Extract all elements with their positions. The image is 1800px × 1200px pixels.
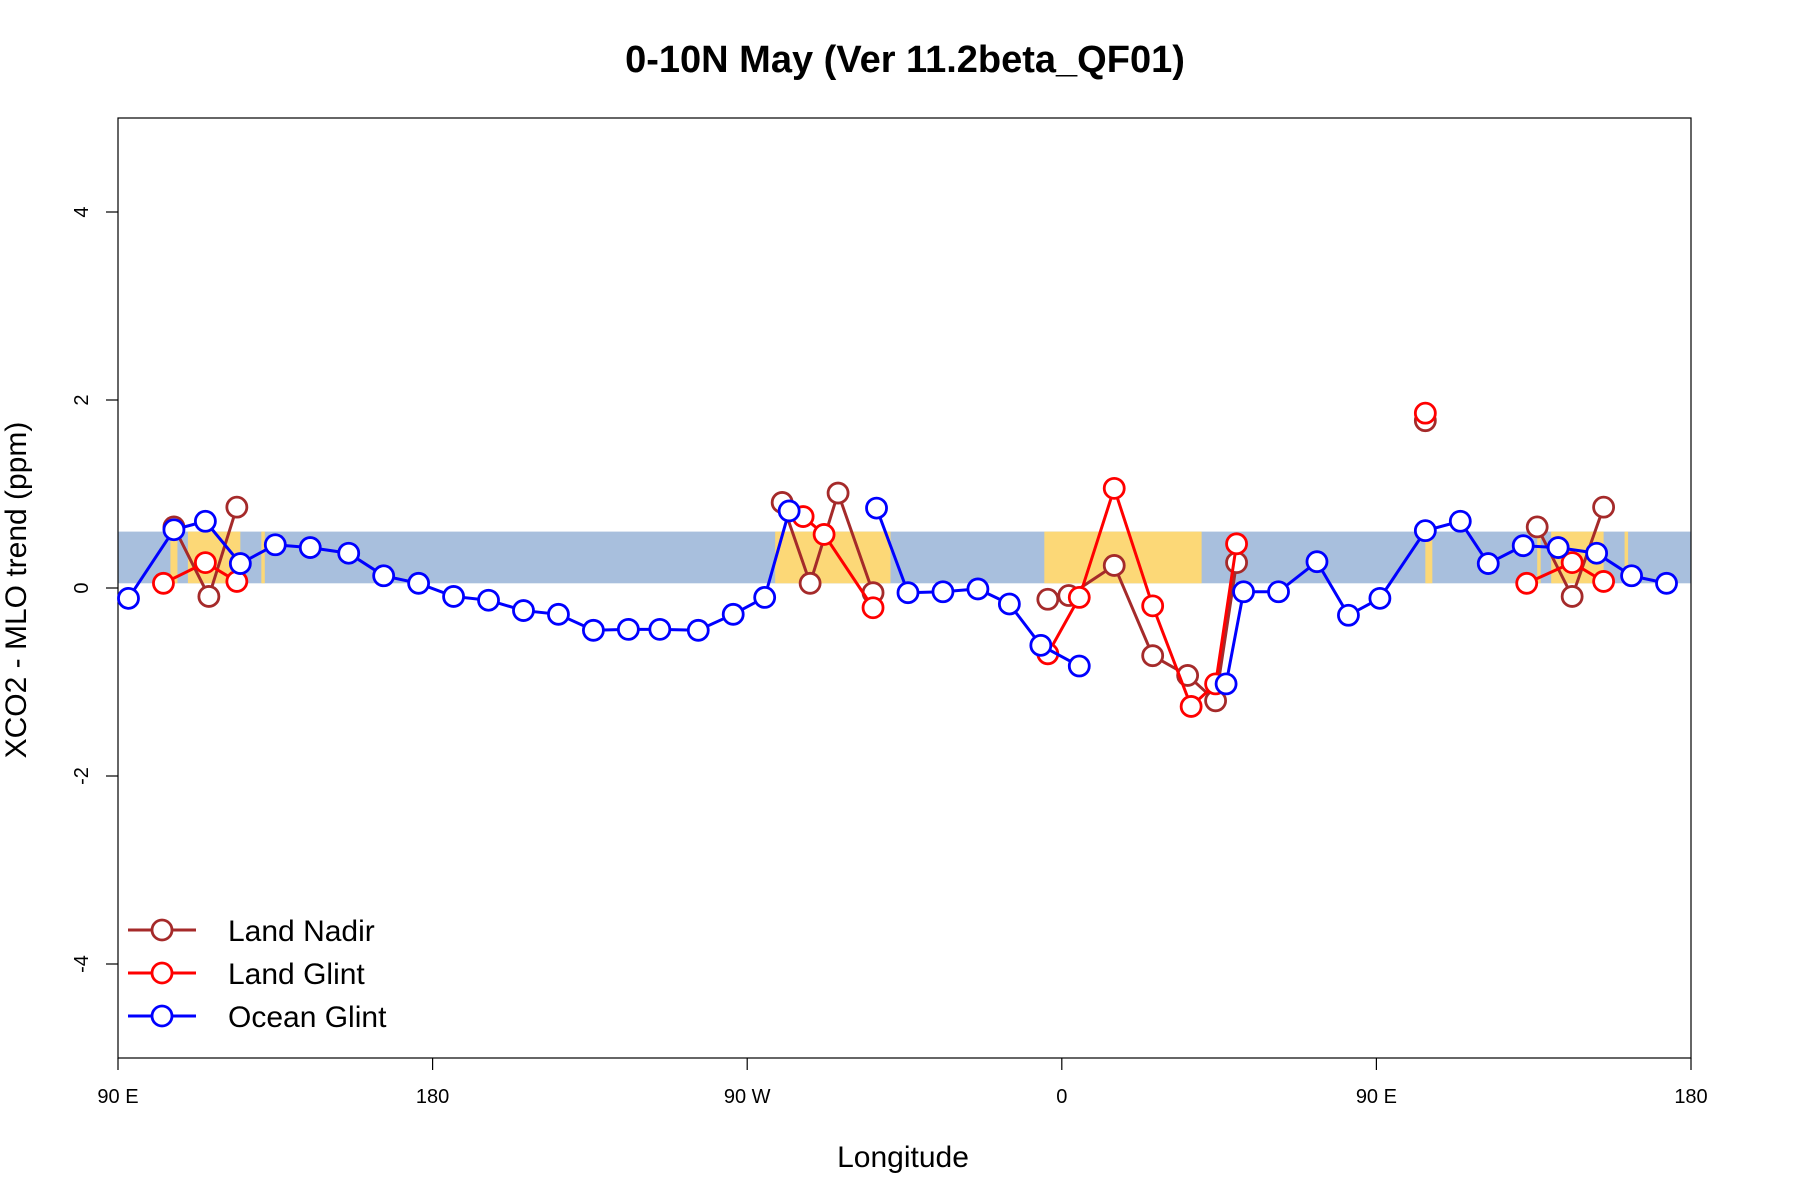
ocean-glint-point — [1267, 580, 1290, 604]
land-nadir-point — [1036, 587, 1060, 611]
x-tick-label: 90 E — [1356, 1086, 1397, 1108]
ocean-glint-point — [117, 586, 140, 610]
land-nadir-point — [826, 481, 850, 505]
ocean-glint-point — [1029, 633, 1053, 657]
legend-marker-land-glint — [150, 961, 174, 985]
land-nadir-point — [1560, 585, 1584, 608]
ocean-glint-point — [753, 586, 777, 609]
ocean-glint-point — [263, 533, 287, 557]
land-glint-point — [1413, 401, 1437, 425]
ocean-glint-point — [777, 499, 801, 523]
land-glint-point — [193, 551, 217, 575]
x-axis-label: Longitude — [837, 1141, 969, 1174]
land-block — [170, 531, 178, 584]
ocean-glint-point — [997, 592, 1021, 616]
y-axis-label: XCO2 - MLO trend (ppm) — [0, 422, 33, 759]
ocean-glint-point — [1620, 564, 1643, 588]
legend-marker-ocean-glint — [150, 1004, 174, 1028]
ocean-glint-point — [1214, 672, 1238, 696]
land-glint-point — [1560, 551, 1584, 575]
legend-label-land-nadir: Land Nadir — [228, 915, 375, 948]
land-glint-point — [1515, 571, 1539, 595]
ocean-glint-point — [1476, 552, 1500, 575]
land-block — [261, 531, 265, 584]
land-nadir-point — [798, 571, 822, 595]
legend-label-ocean-glint: Ocean Glint — [228, 1001, 387, 1034]
ocean-glint-point — [1413, 519, 1437, 543]
ocean-glint-point — [865, 496, 888, 520]
land-nadir-point — [1525, 515, 1549, 539]
y-tick-label: -4 — [71, 955, 93, 973]
land-glint-point — [152, 571, 175, 595]
ocean-glint-point — [372, 564, 396, 588]
ocean-glint-point — [162, 518, 186, 542]
land-glint-point — [1102, 476, 1126, 500]
land-nadir-point — [225, 495, 249, 519]
y-tick-label: -2 — [71, 767, 93, 785]
land-glint-point — [225, 570, 249, 593]
x-tick-label: 90 W — [724, 1086, 771, 1108]
y-tick-label: 2 — [71, 394, 93, 405]
ocean-glint-point — [1232, 580, 1255, 604]
land-nadir-point — [1225, 551, 1248, 575]
land-glint-point — [1592, 570, 1616, 593]
ocean-glint-point — [1305, 550, 1329, 574]
x-tick-label: 180 — [416, 1086, 449, 1108]
series-ocean-glint — [117, 496, 1678, 696]
ocean-glint-point — [931, 580, 955, 604]
land-nadir-point — [197, 585, 221, 608]
ocean-glint-point — [1546, 536, 1570, 559]
land-block — [1425, 531, 1433, 584]
x-tick-label: 0 — [1056, 1086, 1067, 1108]
ocean-glint-point — [193, 509, 217, 533]
land-block — [1624, 531, 1629, 584]
land-nadir-point — [1592, 495, 1616, 519]
ocean-glint-point — [721, 602, 745, 626]
ocean-glint-point — [1448, 509, 1472, 533]
land-glint-point — [1225, 532, 1248, 556]
ocean-glint-point — [1511, 534, 1535, 558]
y-tick-label: 0 — [71, 582, 93, 593]
x-tick-label: 90 E — [97, 1086, 138, 1108]
land-glint-point — [1141, 594, 1165, 618]
ocean-glint-point — [966, 577, 990, 601]
ocean-glint-point — [581, 618, 605, 642]
land-glint-point — [1179, 695, 1203, 718]
land-glint-point — [812, 523, 836, 546]
ocean-glint-point — [547, 602, 570, 626]
ocean-glint-point — [407, 571, 431, 595]
ocean-glint-point — [1655, 571, 1678, 595]
ocean-glint-point — [442, 585, 465, 608]
legend: Land Nadir Land Glint Ocean Glint — [128, 915, 387, 1034]
land-glint-point — [1067, 586, 1091, 609]
x-tick-label: 180 — [1674, 1086, 1707, 1108]
ocean-glint-point — [337, 541, 361, 565]
y-tick-label: 4 — [71, 206, 93, 217]
ocean-glint-point — [648, 617, 672, 641]
ocean-glint-point — [1067, 654, 1091, 678]
ocean-glint-point — [896, 581, 920, 605]
land-nadir-point — [1141, 644, 1165, 668]
land-block — [1537, 531, 1541, 584]
series-land-glint — [152, 401, 1616, 718]
ocean-glint-point — [477, 588, 500, 612]
chart-title: 0-10N May (Ver 11.2beta_QF01) — [625, 39, 1185, 81]
ocean-glint-point — [228, 552, 252, 575]
ocean-glint-point — [298, 536, 322, 559]
ocean-glint-point — [512, 599, 535, 622]
ocean-glint-point — [1585, 541, 1609, 565]
ocean-glint-point — [616, 617, 640, 641]
legend-label-land-glint: Land Glint — [228, 958, 365, 991]
legend-marker-land-nadir — [150, 918, 174, 942]
land-glint-point — [861, 596, 885, 620]
ocean-glint-point — [1337, 603, 1360, 627]
land-block — [1044, 531, 1202, 584]
land-nadir-point — [1102, 554, 1126, 577]
ocean-glint-point — [686, 618, 710, 642]
ocean-glint-point — [1368, 586, 1392, 610]
